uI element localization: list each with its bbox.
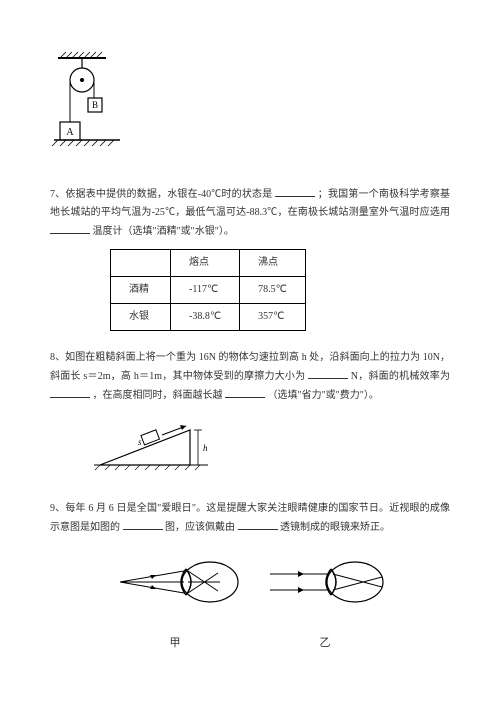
q9-t2: 图，应该佩戴由 [165, 522, 235, 533]
q8-t2: N，斜面的机械效率为 [351, 371, 450, 382]
q9-t3: 透镜制成的眼镜来矫正。 [280, 522, 390, 533]
q9-text: 9、每年 6 月 6 日是全国"爱眼日"。这是提醒大家关注眼睛健康的国家节日。近… [50, 500, 450, 537]
table-row: 熔点 沸点 [111, 250, 306, 277]
eye-label-left: 甲 [170, 634, 181, 654]
cell: 78.5℃ [240, 277, 306, 304]
q8-t4: （选填"省力"或"费力"）。 [268, 390, 379, 401]
cell: 熔点 [171, 250, 240, 277]
q8-t3: ，在高度相同时，斜面越长越 [93, 390, 223, 401]
eye-label-right: 乙 [320, 634, 331, 654]
cell: -38.8℃ [171, 304, 240, 331]
q7-t1: 7、依据表中提供的数据，水银在-40℃时的状态是 [50, 189, 272, 200]
q8-blank3 [225, 386, 265, 398]
label-b: B [92, 100, 98, 110]
eye-figure: 甲 乙 [50, 547, 450, 654]
cell [111, 250, 171, 277]
q8-blank1 [308, 367, 348, 379]
q9-blank2 [238, 518, 278, 530]
q7-table: 熔点 沸点 酒精 -117℃ 78.5℃ 水银 -38.8℃ 357℃ [110, 249, 306, 331]
label-s: s [138, 437, 142, 447]
q7-blank1 [275, 185, 315, 197]
q7-t3: 温度计（选填"酒精"或"水银"）。 [93, 226, 234, 237]
cell: 酒精 [111, 277, 171, 304]
q9-blank1 [123, 518, 163, 530]
q8-blank2 [50, 386, 90, 398]
q8-text: 8、如图在粗糙斜面上将一个重为 16N 的物体匀速拉到高 h 处，沿斜面向上的拉… [50, 349, 450, 405]
table-row: 水银 -38.8℃ 357℃ [111, 304, 306, 331]
table-row: 酒精 -117℃ 78.5℃ [111, 277, 306, 304]
label-a: A [66, 127, 74, 138]
label-h: h [203, 443, 208, 453]
cell: 沸点 [240, 250, 306, 277]
incline-figure: h s [90, 415, 450, 482]
pulley-figure: B A [50, 50, 450, 167]
cell: 水银 [111, 304, 171, 331]
cell: 357℃ [240, 304, 306, 331]
q7-blank2 [50, 222, 90, 234]
q7-text: 7、依据表中提供的数据，水银在-40℃时的状态是 ；我国第一个南极科学考察基地长… [50, 185, 450, 241]
cell: -117℃ [171, 277, 240, 304]
